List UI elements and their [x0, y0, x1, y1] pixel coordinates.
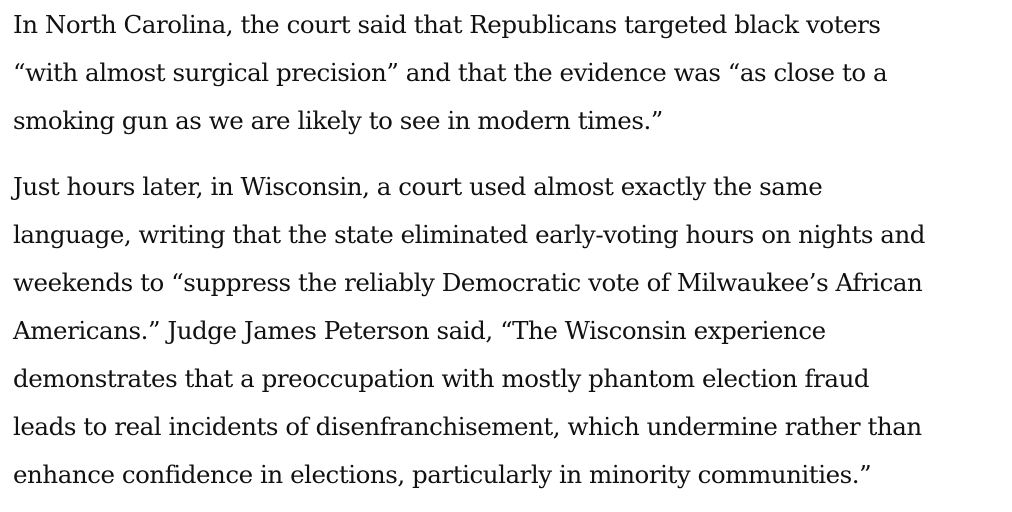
text-line: weekends to “suppress the reliably Democ…	[13, 268, 923, 297]
text-line: Just hours later, in Wisconsin, a court …	[13, 172, 823, 201]
text-line: leads to real incidents of disenfranchis…	[13, 412, 922, 441]
text-line: enhance confidence in elections, particu…	[13, 460, 872, 489]
text-line: In North Carolina, the court said that R…	[13, 10, 881, 39]
text-line: smoking gun as we are likely to see in m…	[13, 106, 663, 135]
text-line: demonstrates that a preoccupation with m…	[13, 364, 870, 393]
paragraph-wisconsin: Just hours later, in Wisconsin, a court …	[13, 163, 1004, 499]
text-line: “with almost surgical precision” and tha…	[13, 58, 888, 87]
text-line: language, writing that the state elimina…	[13, 220, 926, 249]
paragraph-north-carolina: In North Carolina, the court said that R…	[13, 1, 1004, 145]
text-line: Americans.” Judge James Peterson said, “…	[13, 316, 826, 345]
